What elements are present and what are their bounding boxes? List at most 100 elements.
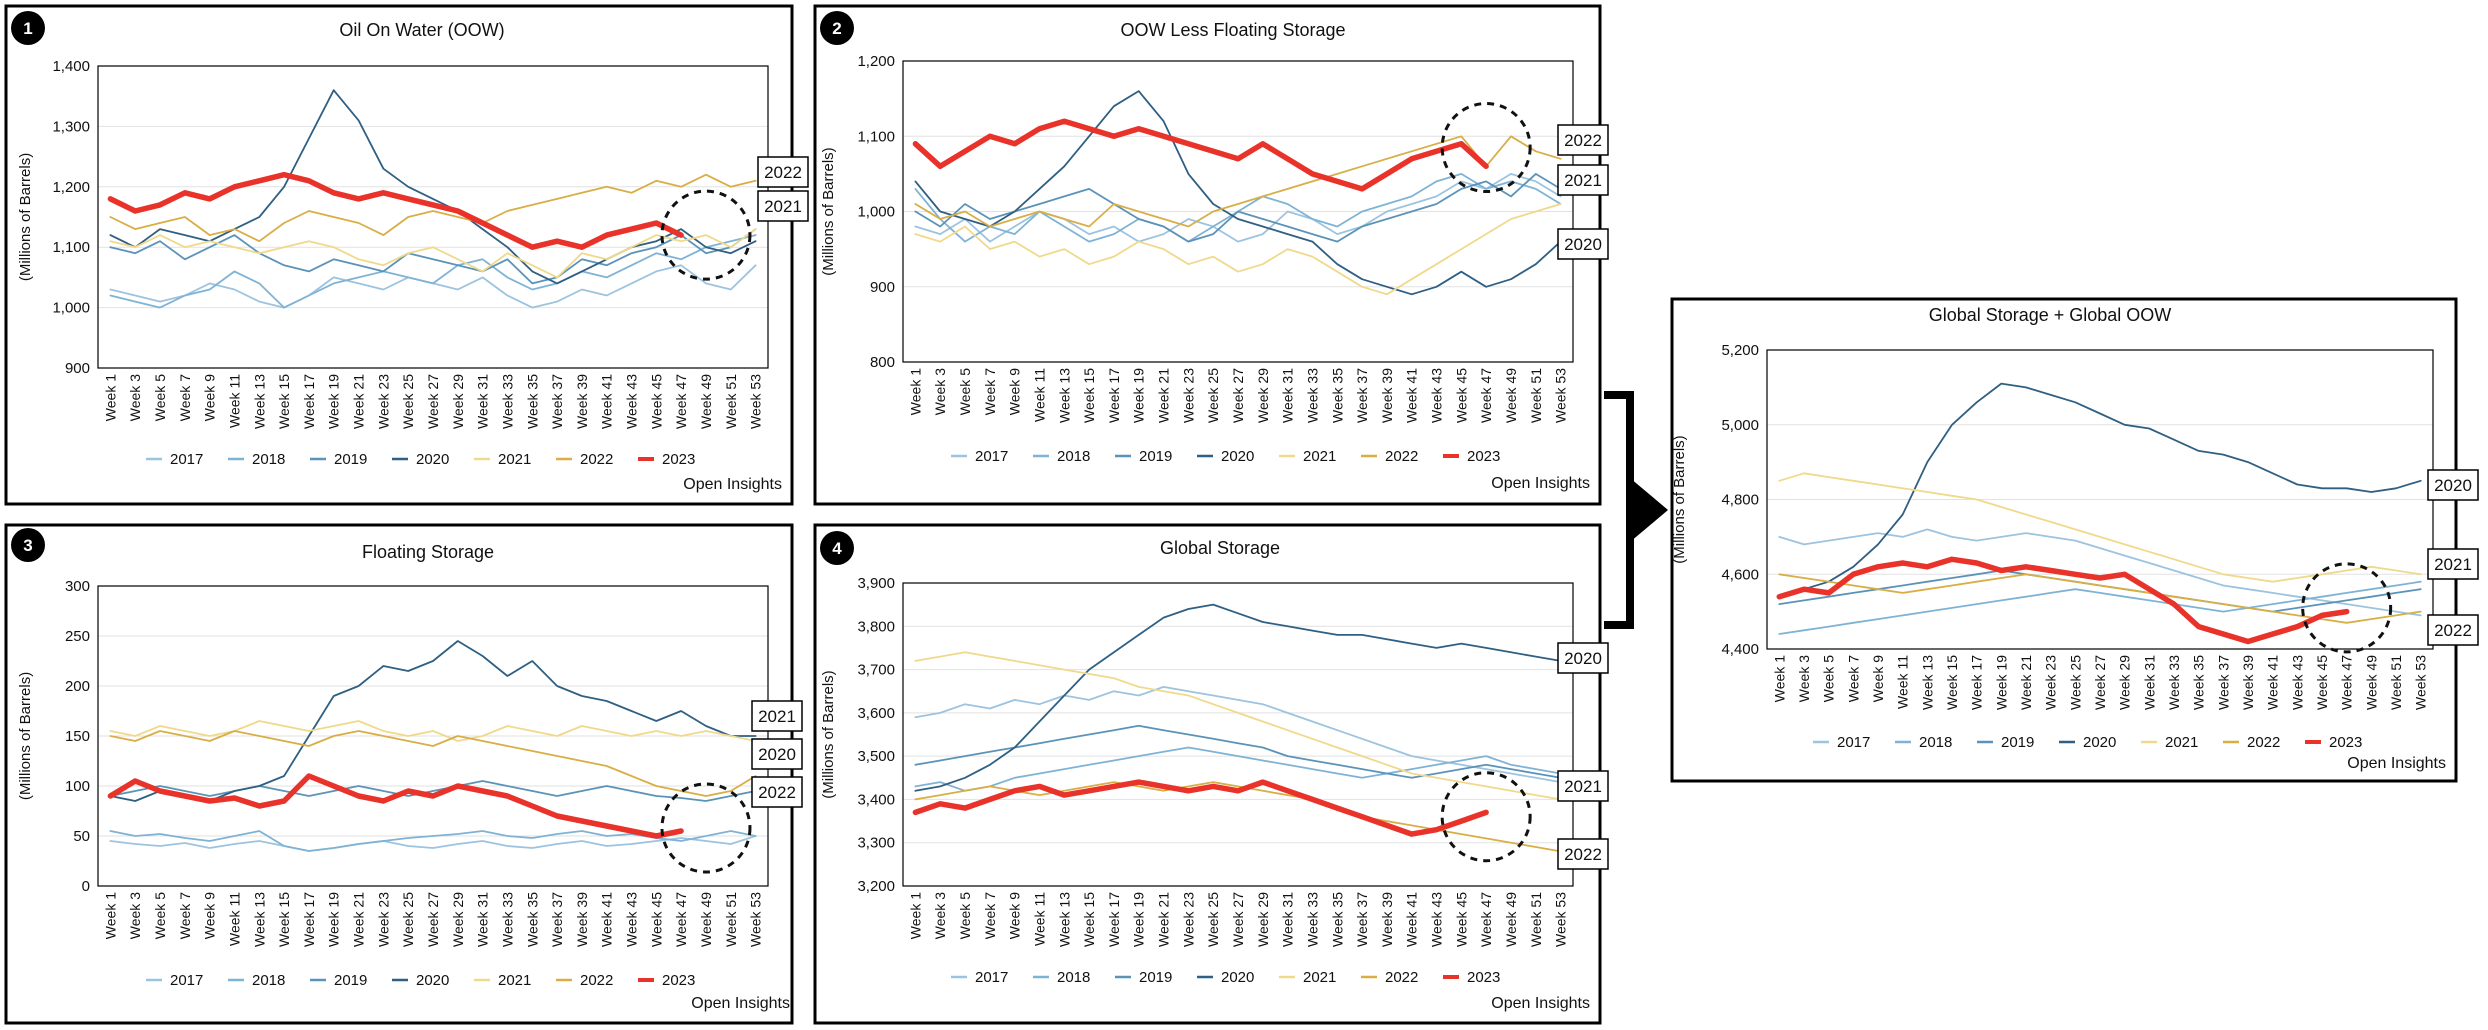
x-tick-label: Week 3 [127,374,143,421]
x-tick-label: Week 15 [1944,655,1960,710]
x-tick-label: Week 51 [2388,655,2404,710]
legend-item-2022: 2022 [1385,969,1418,986]
legend-item-2017: 2017 [170,451,203,468]
x-tick-label: Week 45 [648,374,664,429]
x-tick-label: Week 31 [1280,892,1296,947]
y-axis-label: (Millions of Barrels) [1671,435,1688,563]
x-tick-label: Week 21 [351,892,367,947]
series-line-2023 [107,171,684,250]
highlight-circle [1440,771,1532,863]
x-tick-label: Week 53 [1553,368,1569,423]
x-tick-label: Week 39 [1379,892,1395,947]
x-tick-label: Week 21 [1156,892,1172,947]
x-tick-label: Week 29 [450,374,466,429]
x-tick-label: Week 27 [425,374,441,429]
x-tick-label: Week 11 [226,892,242,946]
year-label-2022: 2022 [1564,845,1602,864]
highlight-circle [660,782,752,874]
y-tick-label: 1,300 [52,118,90,135]
series-line-2021 [1778,472,2422,583]
x-tick-label: Week 21 [2018,655,2034,710]
x-tick-label: Week 13 [1056,368,1072,423]
year-label-box [2427,469,2479,501]
series-line-2020 [914,90,1562,296]
chart-panel-5: 4,400 4,600 4,800 5,000 5,200 Week 1 Week 3 Wee… [1670,297,2479,783]
y-axis-label: (Millions of Barrels) [820,147,837,275]
x-tick-label: Week 49 [1503,892,1519,947]
year-label-2021: 2021 [2434,555,2472,574]
x-tick-label: Week 33 [499,892,515,947]
chart-panel-2: 800 900 1,000 1,100 1,200 Week 1 Week 3 Week 5 W… [813,4,1609,506]
chart-title: Global Storage + Global OOW [1929,305,2172,325]
x-tick-label: Week 13 [251,892,267,947]
y-tick-label: 200 [65,678,90,695]
x-tick-label: Week 53 [2413,655,2429,710]
x-tick-label: Week 49 [698,374,714,429]
source-label: Open Insights [2347,755,2446,772]
highlight-circle [660,189,752,281]
y-tick-label: 1,100 [52,239,90,256]
panel-frame [1670,297,2458,783]
y-tick-label: 3,500 [857,748,895,765]
year-label-2020: 2020 [1564,235,1602,254]
x-tick-label: Week 21 [1156,368,1172,423]
series-line-2020 [1778,382,2422,598]
highlight-circle [1440,102,1532,194]
year-label-2022: 2022 [2434,621,2472,640]
x-tick-label: Week 15 [1081,368,1097,423]
legend-item-2021: 2021 [1303,969,1336,986]
x-tick-label: Week 33 [1304,368,1320,423]
series-line-2020 [109,89,757,285]
legend-item-2023: 2023 [662,451,695,468]
chart-panel-3: 0 50 100 150 200 250 300 Week 1 Week 3 Week 5 Week… [4,523,803,1025]
x-tick-label: Week 49 [698,892,714,947]
legend-item-2019: 2019 [334,972,367,989]
y-tick-label: 5,000 [1721,417,1759,434]
series-line-2019 [914,724,1562,779]
legend-item-2021: 2021 [498,451,531,468]
x-tick-label: Week 7 [1845,655,1861,702]
legend-item-2023: 2023 [1467,969,1500,986]
panel-number: 3 [23,536,32,555]
x-tick-label: Week 53 [748,374,764,429]
y-tick-label: 1,000 [52,300,90,317]
x-tick-label: Week 5 [957,892,973,939]
year-label-2021: 2021 [1564,171,1602,190]
y-tick-label: 900 [870,279,895,296]
y-tick-label: 800 [870,354,895,371]
year-label-2021: 2021 [1564,777,1602,796]
legend-item-2020: 2020 [1221,448,1254,465]
legend: 2017 2018 2019 2020 2021 2022 2023 [1813,734,2362,751]
x-tick-label: Week 3 [932,368,948,415]
source-label: Open Insights [1491,475,1590,492]
x-tick-label: Week 37 [549,374,565,429]
year-label-2021: 2021 [764,197,802,216]
x-tick-label: Week 15 [276,374,292,429]
year-label-box [751,776,803,808]
x-tick-label: Week 41 [599,374,615,429]
x-tick-label: Week 47 [1478,368,1494,423]
x-tick-label: Week 11 [1031,892,1047,946]
x-tick-label: Week 27 [1230,368,1246,423]
x-tick-label: Week 37 [2215,655,2231,710]
series-line-2021 [109,228,757,279]
series-line-2023 [1776,556,2350,645]
series-line-2021 [914,203,1562,296]
year-label-box [751,700,803,732]
plot-area [902,582,1574,887]
x-tick-label: Week 37 [549,892,565,947]
legend-item-2017: 2017 [170,972,203,989]
x-tick-label: Week 43 [624,374,640,429]
legend-item-2022: 2022 [2247,734,2280,751]
legend-item-2020: 2020 [416,451,449,468]
x-tick-label: Week 45 [648,892,664,947]
x-tick-label: Week 23 [375,892,391,947]
y-tick-label: 900 [65,360,90,377]
series-line-2018 [109,234,757,309]
series-line-2022 [914,135,1562,228]
year-label-2020: 2020 [758,745,796,764]
x-tick-label: Week 35 [524,374,540,429]
x-tick-label: Week 23 [375,374,391,429]
x-tick-label: Week 5 [1821,655,1837,702]
legend-item-2018: 2018 [252,972,285,989]
